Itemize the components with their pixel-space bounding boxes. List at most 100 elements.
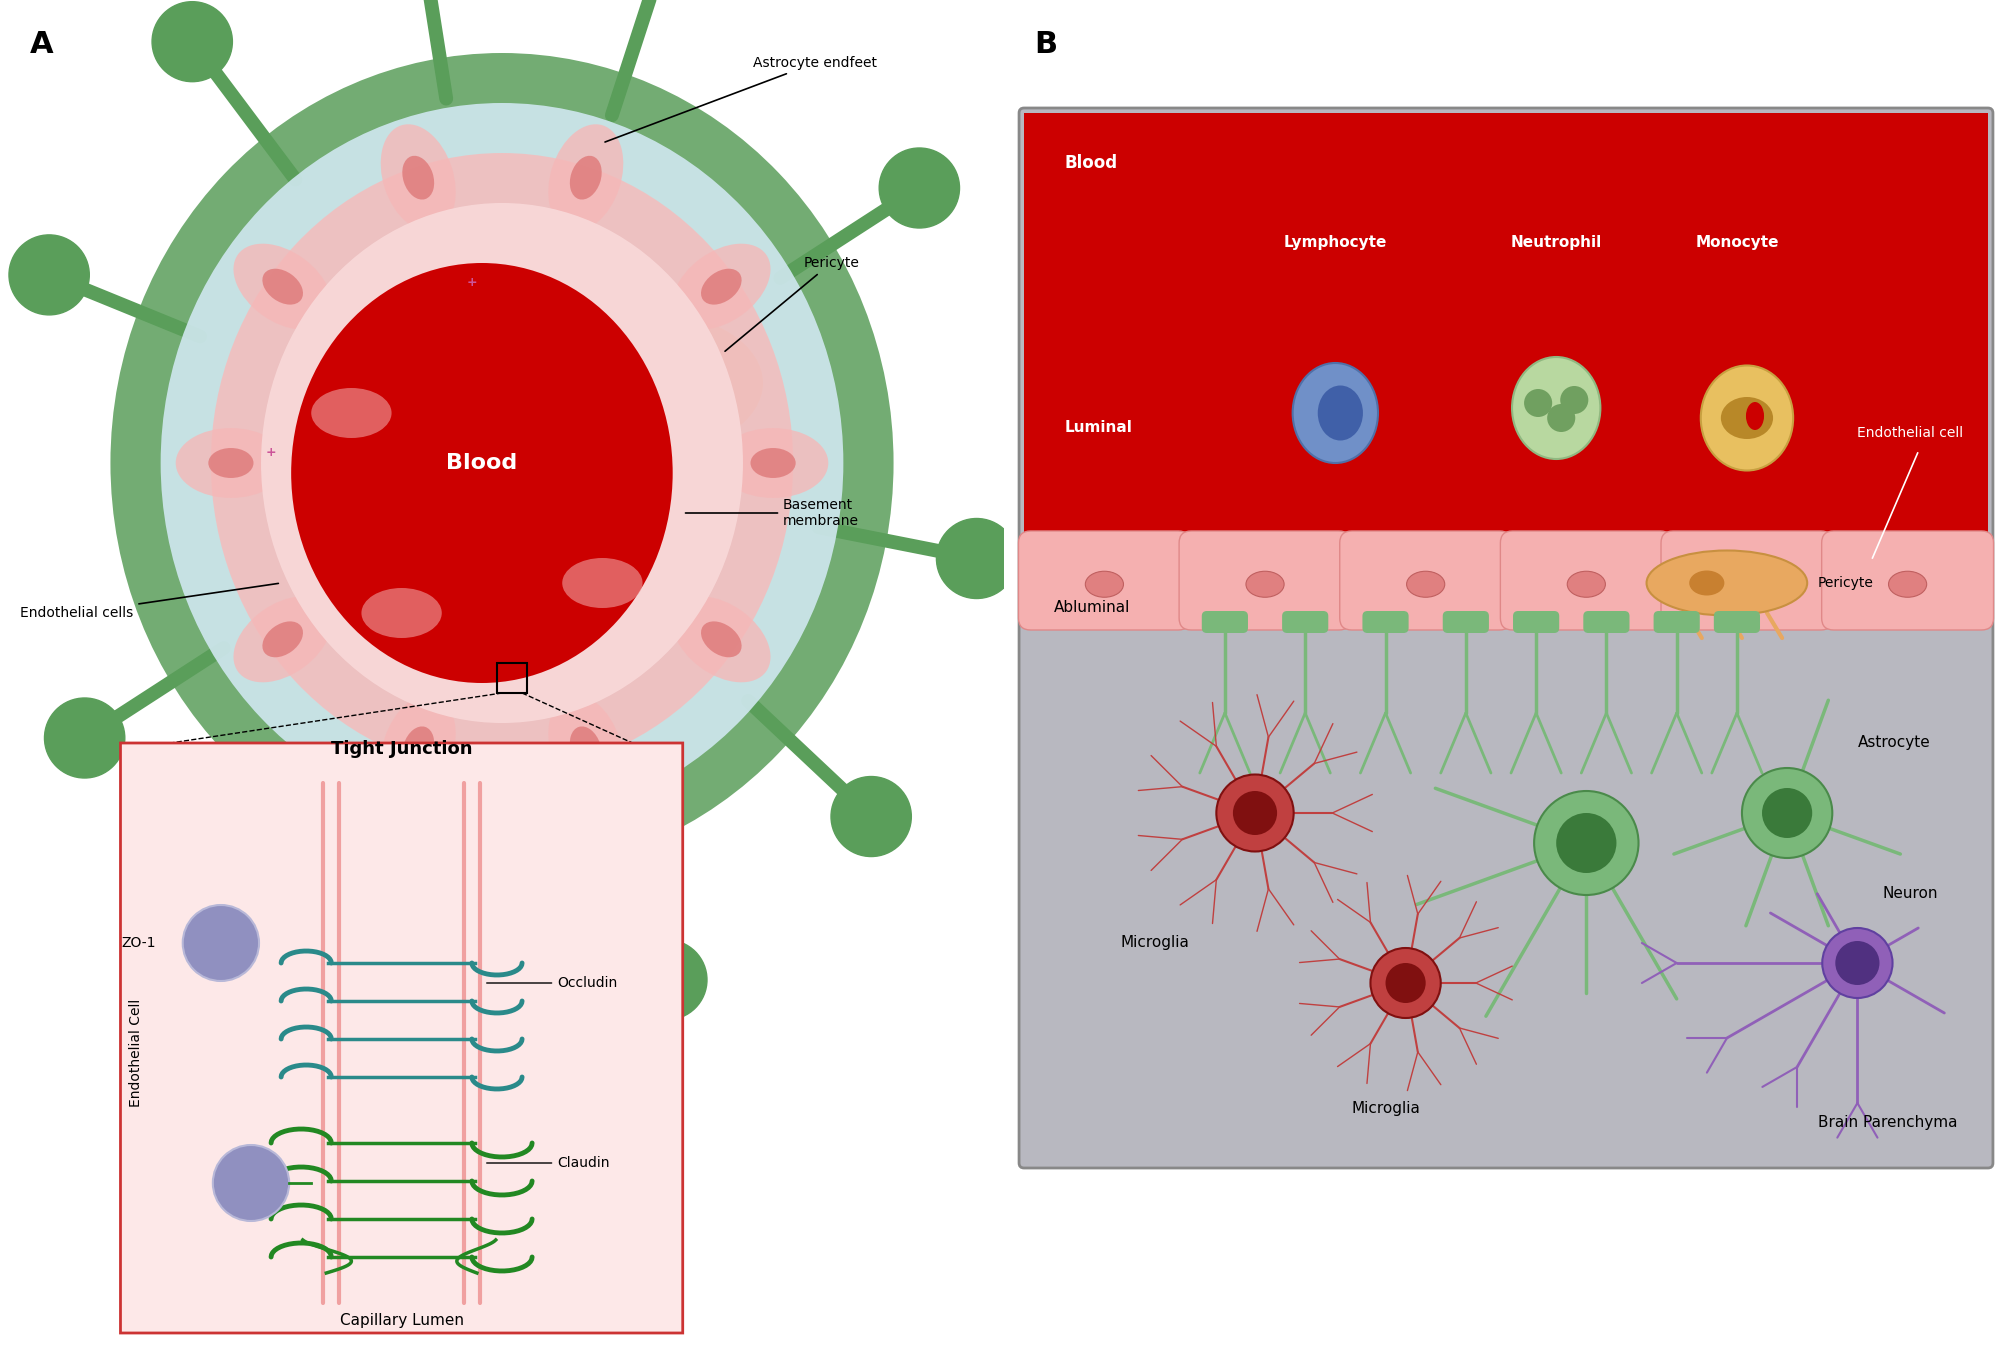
Ellipse shape	[1523, 388, 1551, 417]
Ellipse shape	[233, 597, 331, 683]
Ellipse shape	[700, 622, 741, 657]
FancyBboxPatch shape	[1820, 532, 1993, 630]
Text: Luminal: Luminal	[1064, 421, 1132, 436]
Ellipse shape	[542, 313, 763, 453]
Bar	[1024, 113, 1987, 542]
Text: Claudin: Claudin	[486, 1156, 610, 1169]
FancyBboxPatch shape	[1200, 611, 1248, 632]
Ellipse shape	[381, 695, 456, 801]
Ellipse shape	[672, 244, 771, 330]
FancyBboxPatch shape	[1660, 532, 1832, 630]
Ellipse shape	[548, 124, 622, 232]
FancyBboxPatch shape	[1499, 532, 1672, 630]
Ellipse shape	[1293, 363, 1377, 463]
Circle shape	[297, 940, 377, 1020]
Ellipse shape	[263, 622, 303, 657]
FancyBboxPatch shape	[1654, 611, 1700, 632]
Ellipse shape	[110, 53, 893, 872]
Bar	[498, 662, 526, 692]
Circle shape	[1740, 767, 1832, 857]
Ellipse shape	[1746, 402, 1764, 429]
Text: Brain Parenchyma: Brain Parenchyma	[1818, 1115, 1957, 1130]
Circle shape	[1232, 791, 1276, 836]
Ellipse shape	[1084, 571, 1124, 597]
Text: Monocyte: Monocyte	[1694, 236, 1778, 251]
Text: Astrocyte: Astrocyte	[1856, 736, 1929, 751]
FancyBboxPatch shape	[1282, 611, 1329, 632]
Text: Endothelial cell: Endothelial cell	[1856, 427, 1963, 440]
Ellipse shape	[211, 153, 793, 773]
Text: Microglia: Microglia	[1120, 935, 1188, 950]
FancyBboxPatch shape	[120, 743, 682, 1333]
Circle shape	[183, 905, 259, 981]
Ellipse shape	[719, 428, 829, 497]
Ellipse shape	[548, 695, 622, 801]
Text: Capillary Lumen: Capillary Lumen	[339, 1314, 464, 1329]
Text: B: B	[1034, 30, 1058, 59]
Text: Microglia: Microglia	[1351, 1100, 1419, 1115]
Circle shape	[1385, 964, 1425, 1003]
Ellipse shape	[570, 726, 602, 770]
Text: Endothelial cells: Endothelial cells	[20, 583, 279, 620]
Ellipse shape	[1720, 397, 1772, 439]
Text: Astrocyte endfeet: Astrocyte endfeet	[604, 56, 877, 142]
Text: Neutrophil: Neutrophil	[1509, 236, 1602, 251]
Ellipse shape	[570, 155, 602, 199]
Ellipse shape	[1700, 365, 1792, 470]
Text: Blood: Blood	[1064, 154, 1116, 172]
Circle shape	[213, 1145, 289, 1221]
Text: +: +	[265, 447, 277, 459]
Bar	[1024, 542, 1987, 623]
Text: Occludin: Occludin	[486, 976, 618, 990]
FancyBboxPatch shape	[1714, 611, 1758, 632]
Circle shape	[1762, 788, 1812, 838]
Ellipse shape	[1369, 949, 1441, 1018]
Ellipse shape	[1728, 571, 1766, 597]
Circle shape	[153, 1, 233, 82]
Circle shape	[1834, 940, 1879, 985]
Ellipse shape	[1317, 386, 1363, 440]
Ellipse shape	[1887, 571, 1927, 597]
Text: Endothelial Cell: Endothelial Cell	[128, 999, 142, 1107]
Circle shape	[8, 234, 88, 315]
Circle shape	[44, 698, 124, 778]
Ellipse shape	[361, 587, 442, 638]
Ellipse shape	[209, 448, 253, 478]
Ellipse shape	[161, 104, 843, 823]
Ellipse shape	[261, 203, 743, 722]
Ellipse shape	[654, 360, 710, 395]
Text: +: +	[466, 277, 478, 289]
Circle shape	[626, 940, 706, 1020]
Circle shape	[831, 777, 911, 856]
Ellipse shape	[1567, 571, 1606, 597]
FancyBboxPatch shape	[1363, 611, 1409, 632]
Ellipse shape	[401, 155, 434, 199]
Ellipse shape	[1822, 928, 1893, 998]
Text: Blood: Blood	[446, 453, 518, 473]
Circle shape	[1555, 812, 1616, 872]
Ellipse shape	[1547, 403, 1575, 432]
FancyBboxPatch shape	[1178, 532, 1351, 630]
Ellipse shape	[311, 388, 391, 438]
Ellipse shape	[1244, 571, 1284, 597]
FancyBboxPatch shape	[1020, 108, 1993, 1168]
FancyBboxPatch shape	[1339, 532, 1511, 630]
Ellipse shape	[672, 597, 771, 683]
Ellipse shape	[381, 124, 456, 232]
Text: ZO-1: ZO-1	[120, 936, 157, 950]
FancyBboxPatch shape	[1513, 611, 1559, 632]
Text: Neuron: Neuron	[1881, 886, 1937, 901]
FancyBboxPatch shape	[1018, 532, 1190, 630]
FancyBboxPatch shape	[1584, 611, 1630, 632]
Ellipse shape	[700, 269, 741, 304]
Text: Basement
membrane: Basement membrane	[684, 497, 859, 527]
Ellipse shape	[1559, 386, 1588, 414]
Ellipse shape	[401, 726, 434, 770]
Ellipse shape	[233, 244, 331, 330]
Ellipse shape	[263, 269, 303, 304]
Ellipse shape	[177, 428, 287, 497]
FancyBboxPatch shape	[1441, 611, 1489, 632]
Ellipse shape	[562, 557, 642, 608]
Ellipse shape	[751, 448, 795, 478]
Ellipse shape	[1216, 774, 1293, 852]
